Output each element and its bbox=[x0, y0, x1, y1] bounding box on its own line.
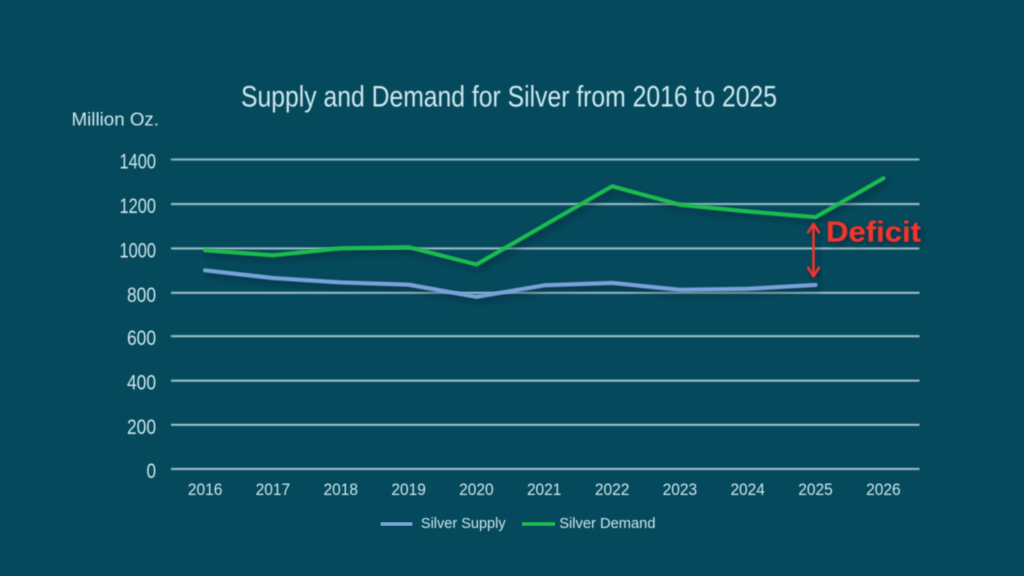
svg-text:1200: 1200 bbox=[120, 194, 157, 218]
svg-text:2025: 2025 bbox=[798, 480, 833, 499]
svg-text:1000: 1000 bbox=[120, 238, 157, 262]
svg-text:2020: 2020 bbox=[459, 480, 494, 499]
svg-text:2026: 2026 bbox=[866, 480, 901, 499]
svg-text:400: 400 bbox=[127, 371, 156, 395]
svg-text:Million Oz.: Million Oz. bbox=[72, 109, 160, 130]
svg-text:600: 600 bbox=[127, 326, 156, 350]
svg-text:2021: 2021 bbox=[527, 480, 562, 499]
svg-text:1400: 1400 bbox=[120, 150, 157, 174]
svg-text:2019: 2019 bbox=[391, 480, 426, 499]
svg-text:2018: 2018 bbox=[324, 480, 359, 499]
svg-text:2017: 2017 bbox=[256, 480, 291, 499]
svg-text:0: 0 bbox=[147, 459, 157, 483]
svg-text:2023: 2023 bbox=[663, 480, 698, 499]
svg-text:Silver Supply: Silver Supply bbox=[421, 515, 506, 532]
svg-text:2024: 2024 bbox=[730, 480, 765, 499]
svg-text:200: 200 bbox=[127, 415, 156, 439]
svg-text:2022: 2022 bbox=[595, 480, 630, 499]
svg-text:2016: 2016 bbox=[188, 480, 223, 499]
svg-text:Silver Demand: Silver Demand bbox=[559, 515, 655, 532]
svg-text:800: 800 bbox=[127, 283, 156, 307]
svg-text:Deficit: Deficit bbox=[826, 217, 922, 249]
svg-text:Supply and Demand for Silver f: Supply and Demand for Silver from 2016 t… bbox=[241, 81, 777, 114]
